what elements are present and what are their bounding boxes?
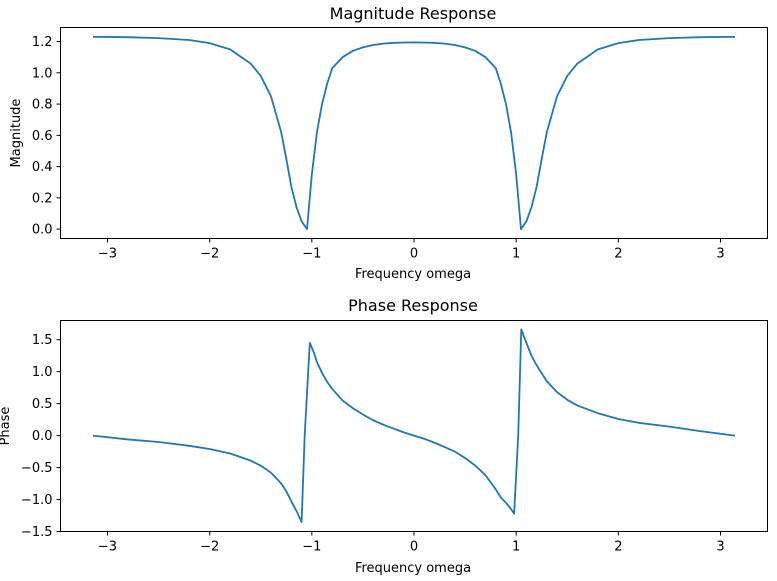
phase-y-tick-label: 1.5 [32,333,53,348]
magnitude-y-ticks: 0.0 0.2 0.4 0.6 0.8 1.0 1.2 [32,35,61,238]
phase-x-tick-label: 0 [410,540,418,555]
phase-x-tick-label: 3 [716,540,724,555]
phase-x-tick-label: −3 [98,540,117,555]
phase-y-tick-label: −1.0 [21,493,53,508]
phase-series-line [92,328,736,523]
phase-x-tick-label: −1 [302,540,321,555]
phase-x-tick-label: −2 [200,540,219,555]
magnitude-y-tick-label: 0.6 [32,129,53,144]
magnitude-x-tick-label: 2 [614,247,622,262]
phase-y-ticks: −1.5 −1.0 −0.5 0.0 0.5 1.0 1.5 [21,333,61,540]
magnitude-x-tick-label: −1 [302,247,321,262]
magnitude-x-ticks: −3 −2 −1 0 1 2 3 [98,238,725,262]
magnitude-y-tick-label: 1.0 [32,66,53,81]
magnitude-y-tick-label: 0.0 [32,223,53,238]
phase-x-ticks: −3 −2 −1 0 1 2 3 [98,531,725,555]
magnitude-y-tick-label: 0.2 [32,191,53,206]
phase-subplot: Phase Response −3 −2 −1 0 1 2 3 −1.5 −1.0 −0.5 0.… [0,296,768,576]
phase-y-tick-label: −0.5 [21,461,53,476]
phase-y-tick-label: 0.0 [32,429,53,444]
magnitude-y-tick-label: 1.2 [32,35,53,50]
phase-y-tick-label: 0.5 [32,397,53,412]
phase-x-axis-label: Frequency omega [355,561,471,576]
magnitude-x-tick-label: 1 [512,247,520,262]
magnitude-x-tick-label: −2 [200,247,219,262]
magnitude-x-axis-label: Frequency omega [355,267,471,282]
magnitude-plot-frame [60,27,768,239]
phase-y-tick-label: 1.0 [32,365,53,380]
magnitude-x-tick-label: 0 [410,247,418,262]
phase-x-tick-label: 1 [512,540,520,555]
phase-y-tick-label: −1.5 [21,525,53,540]
magnitude-x-tick-label: 3 [716,247,724,262]
phase-title: Phase Response [348,296,478,315]
magnitude-title: Magnitude Response [330,4,497,23]
phase-y-axis-label: Phase [0,407,13,446]
magnitude-subplot: Magnitude Response −3 −2 −1 0 1 2 3 0.00.20.40… [9,4,768,282]
magnitude-y-tick-label: 0.8 [32,98,53,113]
magnitude-y-tick-label: 0.4 [32,160,53,175]
magnitude-y-axis-label: Magnitude [9,99,24,168]
magnitude-x-tick-label: −3 [98,247,117,262]
phase-x-tick-label: 2 [614,540,622,555]
magnitude-series-line [93,35,735,231]
